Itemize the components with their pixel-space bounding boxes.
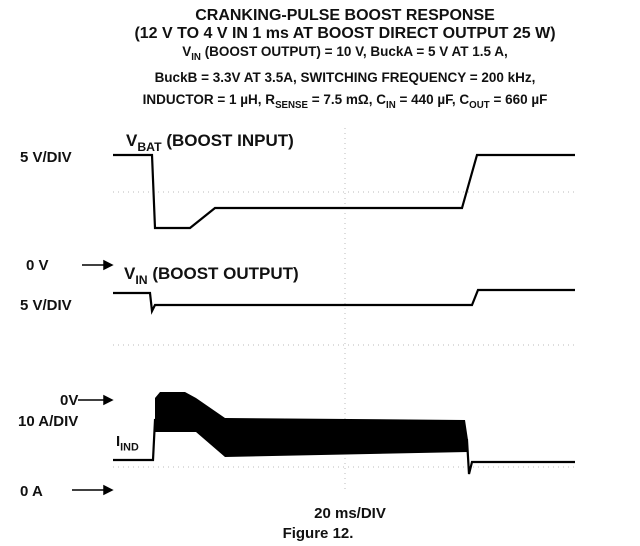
scale-label: 0V [60,392,78,409]
rich-text: BuckB = 3.3V AT 3.5A, SWITCHING FREQUENC… [155,70,536,85]
rich-text: INDUCTOR = 1 µH, RSENSE​ = 7.5 mΩ, CIN​ … [143,92,548,111]
text-segment: V [126,131,138,150]
scale-label: 0 V [26,257,49,274]
text-segment: (BOOST OUTPUT) = 10 V, BuckA = 5 V AT 1.… [201,44,508,59]
text-segment: V [124,264,136,283]
text-segment: INDUCTOR = 1 µH, R [143,92,276,107]
text-segment: = 440 µF, C [396,92,470,107]
scale-label: 5 V/DIV [20,149,72,166]
text-segment: = 660 µF [490,92,548,107]
title-line: (12 V TO 4 V IN 1 ms AT BOOST DIRECT OUT… [134,25,555,42]
text-segment: V [182,44,191,59]
caption: Figure 12. [283,525,354,542]
text-segment: BuckB = 3.3V AT 3.5A, SWITCHING FREQUENC… [155,70,536,85]
grid [113,128,575,490]
text-segment: = 7.5 mΩ, C [308,92,386,107]
text-segment: (BOOST INPUT) [162,131,294,150]
subscript: OUT [469,100,490,111]
subscript: IN [191,52,201,63]
text-segment: I [116,433,120,450]
subscript: BAT [137,140,162,154]
vin-trace [113,288,575,315]
subscript: IN [386,100,396,111]
subscript: IND [120,442,139,454]
vbat-trace [113,153,575,230]
text-segment: (BOOST OUTPUT) [148,264,299,283]
rich-text: VIN​ (BOOST OUTPUT) [124,264,299,287]
scale-label: 0 A [20,483,43,500]
rich-text: IIND​ [116,433,139,454]
markers [72,259,114,496]
subscript: SENSE [275,100,308,111]
time-scale: 20 ms/DIV [314,505,386,522]
subscript: IN [135,273,147,287]
title-line: CRANKING-PULSE BOOST RESPONSE [195,7,495,24]
scale-label: 5 V/DIV [20,297,72,314]
rich-text: VIN​ (BOOST OUTPUT) = 10 V, BuckA = 5 V … [182,44,508,63]
iind-ripple [155,392,468,457]
scale-label: 10 A/DIV [18,413,78,430]
rich-text: VBAT​ (BOOST INPUT) [126,131,294,154]
